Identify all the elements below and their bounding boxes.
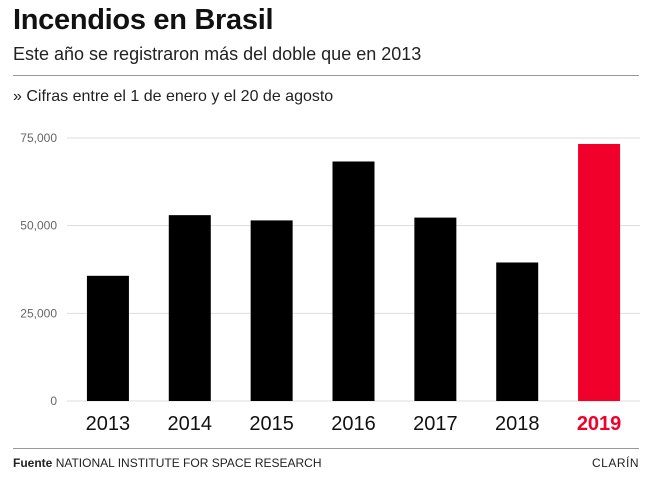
x-tick-label-2016: 2016 bbox=[331, 413, 376, 435]
bar-2017 bbox=[414, 217, 457, 401]
bars bbox=[86, 143, 621, 401]
chart-subtitle: Este año se registraron más del doble qu… bbox=[13, 44, 422, 64]
x-tick-label-2014: 2014 bbox=[168, 413, 213, 435]
source-label: Fuente bbox=[13, 456, 53, 470]
chart-title: Incendios en Brasil bbox=[13, 4, 274, 36]
bottom-divider bbox=[13, 448, 639, 449]
x-tick-label-2018: 2018 bbox=[495, 413, 540, 435]
source-text: NATIONAL INSTITUTE FOR SPACE RESEARCH bbox=[55, 456, 322, 470]
x-tick-label-2013: 2013 bbox=[86, 413, 131, 435]
bar-2015 bbox=[250, 220, 293, 401]
bar-2016 bbox=[332, 161, 375, 401]
labels: 0 25,000 50,000 75,000 2013 2014 2015 2016 2017 2… bbox=[20, 131, 621, 435]
top-divider bbox=[13, 75, 639, 76]
y-tick-label: 75,000 bbox=[20, 131, 57, 145]
bar-chart: 0 25,000 50,000 75,000 2013 2014 2015 2016 2017 2… bbox=[20, 131, 640, 435]
y-tick-label: 50,000 bbox=[20, 219, 57, 233]
y-tick-label: 0 bbox=[50, 394, 57, 408]
x-tick-label-2015: 2015 bbox=[249, 413, 294, 435]
bar-2013 bbox=[86, 275, 129, 401]
y-tick-label: 25,000 bbox=[20, 306, 57, 320]
bar-2018 bbox=[496, 262, 539, 401]
bar-2014 bbox=[168, 215, 211, 401]
x-tick-label-2017: 2017 bbox=[413, 413, 458, 435]
source-line: Fuente NATIONAL INSTITUTE FOR SPACE RESE… bbox=[13, 456, 322, 470]
date-range-note: » Cifras entre el 1 de enero y el 20 de … bbox=[13, 88, 334, 105]
bar-2019 bbox=[578, 143, 621, 401]
brand-logo-text: CLARÍN bbox=[591, 456, 639, 470]
x-tick-label-2019: 2019 bbox=[577, 413, 622, 435]
